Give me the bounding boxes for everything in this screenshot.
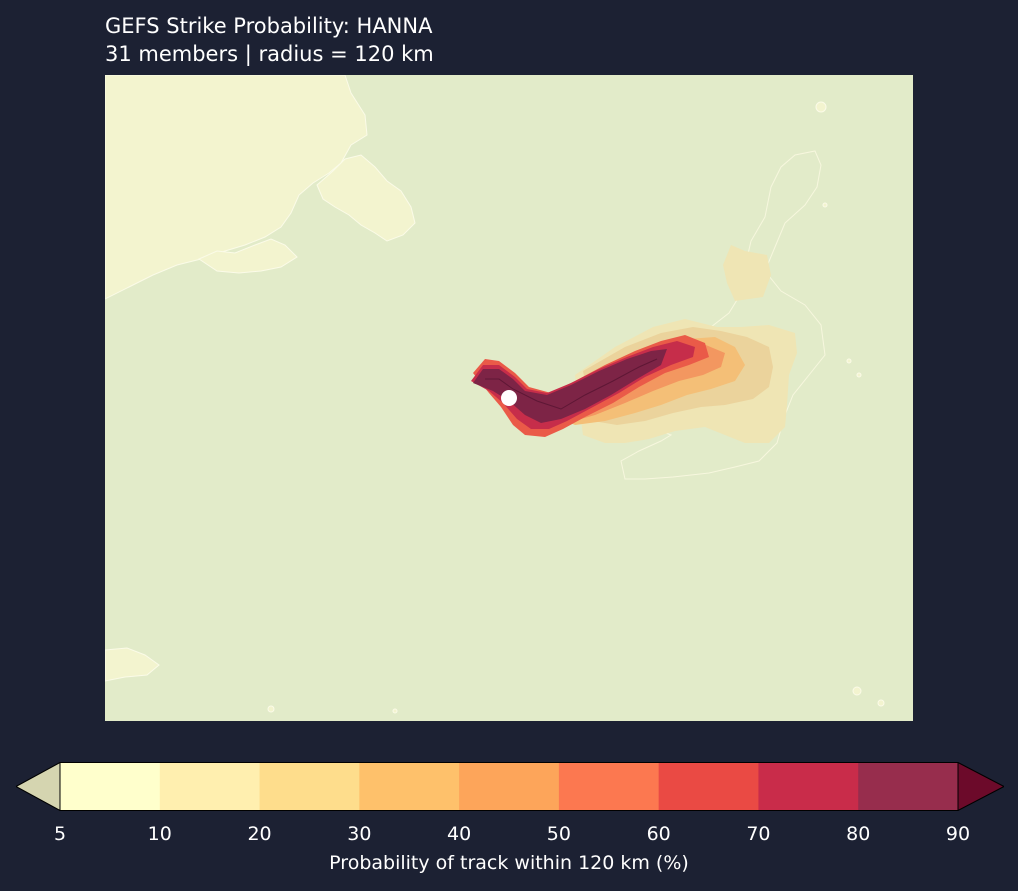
colorbar-under-triangle	[16, 762, 61, 811]
colorbar-segment	[60, 762, 161, 811]
map-canvas	[105, 75, 885, 714]
colorbar-segment	[259, 762, 360, 811]
colorbar-over-triangle	[957, 762, 1004, 811]
land-coastlines	[105, 75, 416, 682]
colorbar-tick-label: 80	[846, 823, 871, 845]
colorbar-segment	[758, 762, 859, 811]
colorbar-label: Probability of track within 120 km (%)	[329, 852, 689, 874]
colorbar-segment	[159, 762, 261, 811]
colorbar-tick-label: 90	[945, 823, 971, 845]
colorbar-segment	[658, 762, 759, 811]
colorbar	[16, 762, 1004, 811]
map-subtitle: 31 members | radius = 120 km	[105, 42, 434, 66]
colorbar-tick-label: 5	[53, 823, 67, 845]
map-title: GEFS Strike Probability: HANNA	[105, 14, 433, 38]
colorbar-tick-label: 60	[646, 823, 671, 845]
colorbar-tick-label: 50	[546, 823, 571, 845]
colorbar-tick-label: 10	[147, 823, 172, 845]
small-islands	[267, 101, 885, 714]
probability-fill	[471, 245, 797, 443]
map-panel	[105, 75, 913, 721]
colorbar-tick-label: 70	[746, 823, 771, 845]
colorbar-segment	[459, 762, 560, 811]
colorbar-tick-label: 20	[247, 823, 272, 845]
colorbar-segment	[558, 762, 660, 811]
colorbar-segment	[858, 762, 959, 811]
colorbar-segment	[359, 762, 460, 811]
colorbar-tick-label: 30	[347, 823, 372, 845]
current-position-marker	[501, 390, 517, 406]
colorbar-tick-label: 40	[447, 823, 472, 845]
colorbar-outline	[59, 762, 959, 811]
